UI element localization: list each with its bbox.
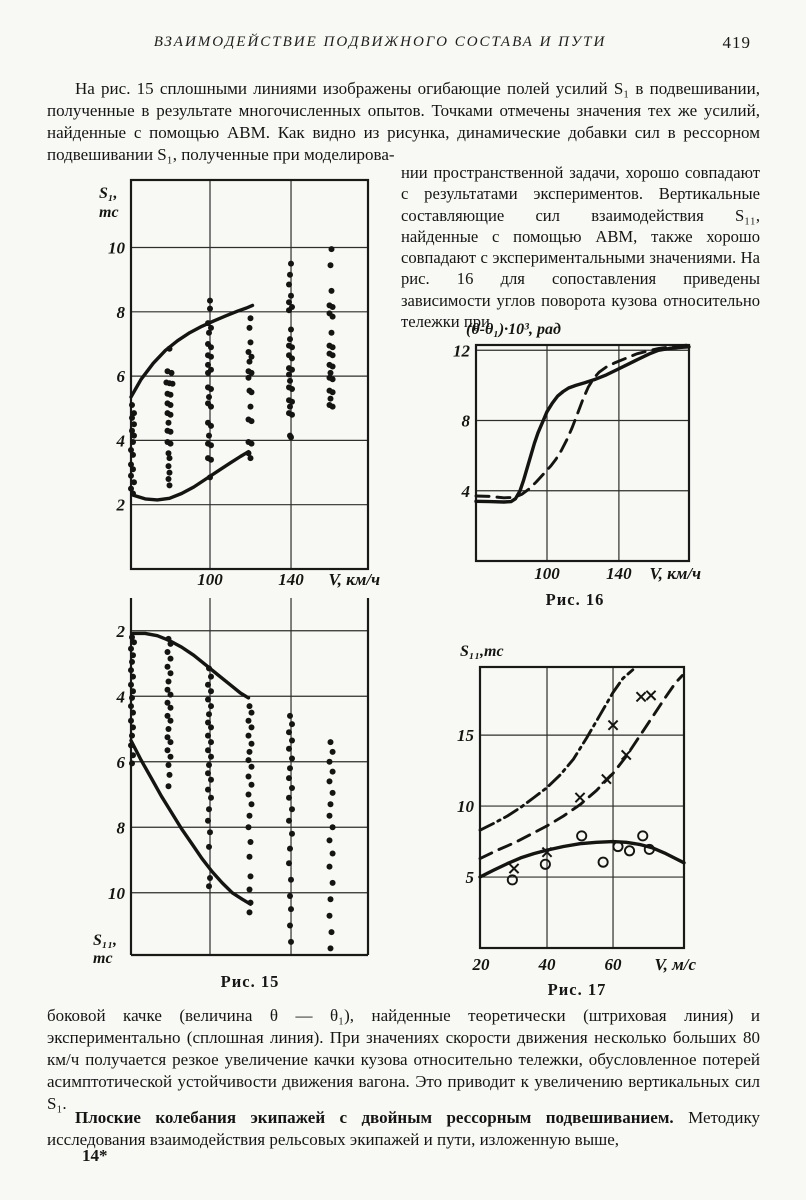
figure-15-bottom-chart: 2 4 6 8 10 S₁₁,тс bbox=[93, 598, 370, 967]
x-marker bbox=[635, 691, 647, 703]
o-marker bbox=[623, 845, 636, 857]
closing-bold-lead: Плоские колебания экипажей с двойным рес… bbox=[75, 1108, 674, 1127]
curve-solid bbox=[131, 631, 251, 700]
paragraph-closing: Плоские колебания экипажей с двойным рес… bbox=[47, 1107, 760, 1151]
curve-dashed bbox=[478, 674, 684, 861]
curve-solid bbox=[478, 839, 686, 879]
figure-15-top-chart: 10 8 6 4 2 100 140 V, км/ч S₁, тс bbox=[99, 178, 380, 589]
svg-text:100: 100 bbox=[197, 570, 223, 589]
x-marker bbox=[508, 863, 520, 874]
svg-text:140: 140 bbox=[606, 564, 632, 583]
svg-text:2: 2 bbox=[116, 496, 126, 515]
svg-text:8: 8 bbox=[462, 412, 471, 431]
x-marker bbox=[607, 719, 619, 731]
x-marker bbox=[645, 690, 657, 701]
o-marker bbox=[576, 830, 588, 842]
o-marker bbox=[612, 840, 624, 853]
curve-solid bbox=[474, 345, 691, 504]
svg-text:S₁₁,тс: S₁₁,тс bbox=[460, 643, 504, 660]
x-marker bbox=[620, 749, 632, 761]
paragraph-intro: На рис. 15 сплошными линиями изображены … bbox=[47, 79, 760, 164]
svg-text:40: 40 bbox=[538, 955, 557, 974]
svg-text:60: 60 bbox=[605, 955, 623, 974]
o-marker bbox=[597, 856, 609, 868]
svg-text:10: 10 bbox=[108, 884, 126, 903]
page-number: 419 bbox=[722, 33, 751, 52]
svg-text:V, км/ч: V, км/ч bbox=[328, 570, 380, 589]
figure-16-caption: Рис. 16 bbox=[545, 590, 605, 609]
o-marker bbox=[637, 830, 649, 842]
curve-dashed bbox=[474, 343, 691, 500]
svg-text:4: 4 bbox=[116, 687, 126, 706]
svg-text:4: 4 bbox=[116, 431, 126, 450]
svg-text:2: 2 bbox=[116, 622, 126, 641]
svg-text:5: 5 bbox=[466, 868, 475, 887]
closing-rest: Методику исследования взаимодействия рел… bbox=[47, 1108, 761, 1149]
o-marker bbox=[643, 843, 655, 855]
svg-text:10: 10 bbox=[457, 797, 475, 816]
svg-text:V, м/с: V, м/с bbox=[654, 955, 696, 974]
x-marker bbox=[541, 846, 553, 858]
o-marker bbox=[506, 874, 518, 886]
svg-text:S₁,: S₁, bbox=[99, 185, 117, 202]
x-marker bbox=[601, 773, 612, 785]
paragraph-bottom: боковой качке (величина θ — θ₁), найденн… bbox=[47, 1006, 760, 1113]
curve-dashdot bbox=[478, 668, 635, 832]
svg-text:15: 15 bbox=[457, 726, 475, 745]
paragraph-right-column: нии пространственной задачи, хорошо совп… bbox=[401, 163, 760, 332]
svg-text:тс: тс bbox=[93, 950, 113, 967]
svg-text:8: 8 bbox=[117, 818, 126, 837]
running-header: ВЗАИМОДЕЙСТВИЕ ПОДВИЖНОГО СОСТАВА И ПУТИ bbox=[30, 34, 730, 51]
svg-text:10: 10 bbox=[108, 239, 126, 258]
svg-text:100: 100 bbox=[534, 564, 560, 583]
svg-text:S₁₁,: S₁₁, bbox=[93, 932, 117, 949]
svg-text:8: 8 bbox=[117, 303, 126, 322]
curve-solid bbox=[129, 738, 253, 906]
svg-text:140: 140 bbox=[278, 570, 304, 589]
figure-15-caption: Рис. 15 bbox=[220, 972, 280, 991]
page-header-title: ВЗАИМОДЕЙСТВИЕ ПОДВИЖНОГО СОСТАВА И ПУТИ bbox=[153, 34, 607, 50]
figure-16-chart: 12 8 4 100 140 V, км/ч (θ-θ₁)·10³, рад bbox=[453, 321, 701, 583]
svg-text:6: 6 bbox=[117, 367, 126, 386]
figure-17-chart: 15 10 5 20 40 60 V, м/с S₁₁,тс bbox=[457, 643, 696, 974]
svg-text:тс: тс bbox=[99, 204, 119, 221]
svg-text:4: 4 bbox=[461, 482, 471, 501]
svg-text:12: 12 bbox=[453, 341, 471, 360]
curve-solid bbox=[129, 303, 255, 399]
svg-text:20: 20 bbox=[471, 955, 490, 974]
footnote-mark: 14* bbox=[82, 1146, 108, 1165]
svg-text:(θ-θ₁)·10³, рад: (θ-θ₁)·10³, рад bbox=[466, 321, 561, 338]
svg-text:6: 6 bbox=[117, 753, 126, 772]
x-marker bbox=[574, 792, 586, 803]
curve-solid bbox=[131, 450, 251, 502]
svg-text:V, км/ч: V, км/ч bbox=[649, 564, 701, 583]
o-marker bbox=[539, 858, 551, 870]
figure-17-caption: Рис. 17 bbox=[547, 980, 607, 999]
